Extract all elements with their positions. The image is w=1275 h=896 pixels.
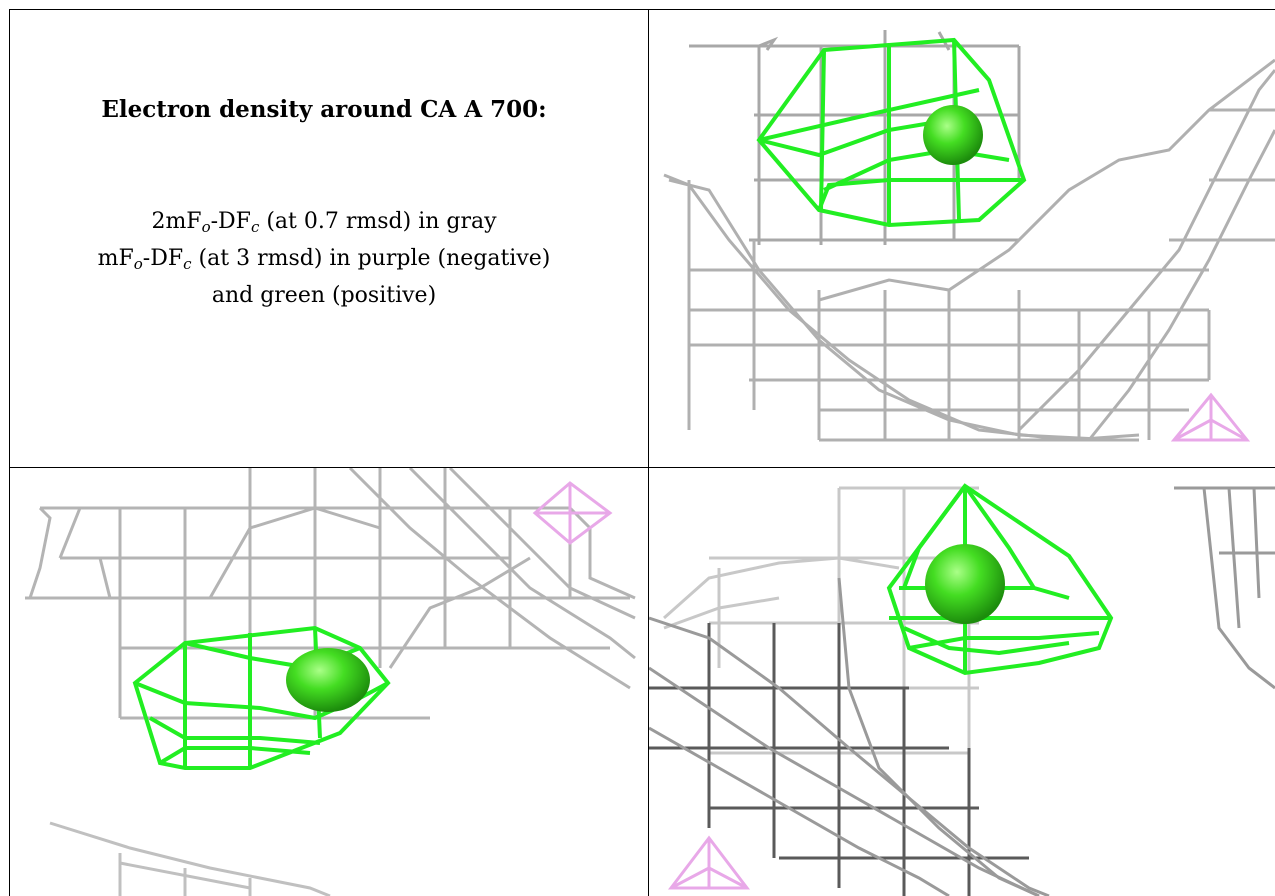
gray-mesh-lower (49, 821, 331, 896)
caption-panel: Electron density around CA A 700: 2mFo-D… (10, 10, 648, 467)
density-view-top-right (649, 10, 1275, 467)
density-render-1 (663, 30, 1275, 442)
atom-sphere (286, 648, 370, 712)
purple-mesh-negative (667, 835, 751, 890)
gray-mesh-lower (663, 58, 1275, 442)
purple-mesh-negative (1170, 392, 1251, 442)
density-render-3 (649, 483, 1275, 896)
border-middle-horizontal (9, 467, 1275, 468)
border-middle-vertical (648, 9, 649, 896)
gray-mesh-mid (649, 486, 1275, 896)
atom-sphere (925, 544, 1005, 624)
atom-sphere (923, 105, 983, 165)
border-left (9, 9, 10, 896)
border-top (9, 9, 1275, 10)
legend-line-mfo: mFo-DFc (at 3 rmsd) in purple (negative) (97, 246, 551, 273)
purple-mesh-negative (532, 481, 613, 545)
legend-line-positive: and green (positive) (211, 283, 437, 308)
legend-line-2mfo: 2mFo-DFc (at 0.7 rmsd) in gray (151, 209, 497, 236)
density-view-bottom-left (10, 468, 648, 896)
gray-mesh (25, 468, 636, 720)
green-mesh-positive (886, 483, 1114, 676)
density-view-bottom-right (649, 468, 1275, 896)
figure-title: Electron density around CA A 700: (101, 96, 547, 123)
density-render-2 (25, 468, 636, 896)
legend: 2mFo-DFc (at 0.7 rmsd) in gray mFo-DFc (… (10, 206, 648, 311)
green-mesh-positive (756, 37, 1027, 228)
